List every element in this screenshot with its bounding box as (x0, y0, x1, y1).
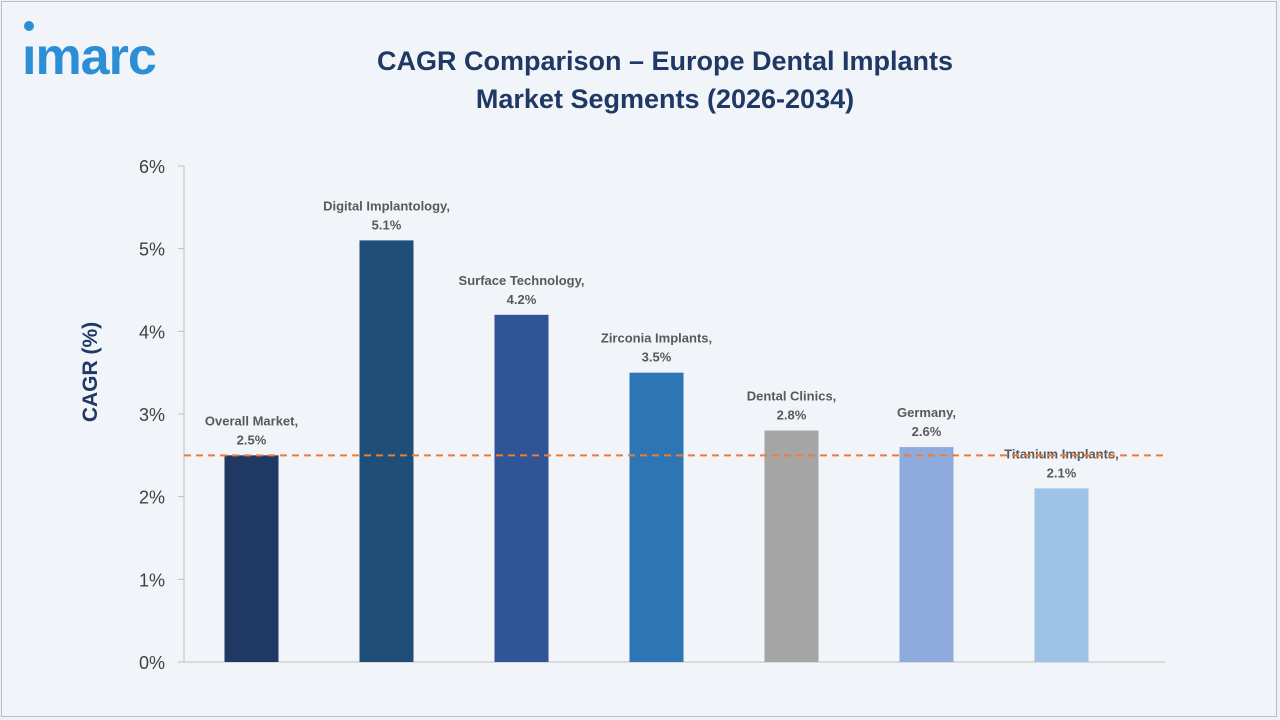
data-label-value: 3.5% (642, 350, 672, 365)
y-tick-label: 4% (139, 322, 165, 342)
y-tick-label: 0% (139, 653, 165, 673)
data-label-category: Digital Implantology, (323, 198, 450, 213)
data-label-value: 2.8% (777, 408, 807, 423)
bar-2 (359, 240, 414, 662)
data-label-category: Surface Technology, (459, 273, 585, 288)
bar-3 (494, 314, 549, 662)
data-label-category: Germany, (897, 405, 956, 420)
bar-4 (629, 372, 684, 662)
bar-1 (224, 455, 279, 662)
data-label-category: Dental Clinics, (747, 389, 837, 404)
data-label-value: 2.6% (912, 424, 942, 439)
data-label-category: Zirconia Implants, (601, 331, 712, 346)
data-label-value: 2.1% (1047, 465, 1077, 480)
y-tick-label: 3% (139, 405, 165, 425)
data-label-value: 4.2% (507, 292, 537, 307)
chart-title-line-1: CAGR Comparison – Europe Dental Implants (376, 46, 954, 76)
data-label-category: Titanium Implants, (1004, 446, 1119, 461)
y-axis-label: CAGR (%) (79, 322, 102, 422)
chart-title: CAGR Comparison – Europe Dental Implants… (340, 42, 990, 118)
bar-7 (1034, 488, 1089, 662)
data-label-value: 2.5% (237, 432, 267, 447)
y-tick-label: 2% (139, 488, 165, 508)
y-tick-label: 5% (139, 240, 165, 260)
data-label-category: Overall Market, (205, 413, 298, 428)
y-tick-label: 1% (139, 570, 165, 590)
bar-6 (899, 447, 954, 662)
svg-text:ımarc: ımarc (22, 28, 156, 86)
imarc-logo: ımarc (22, 21, 157, 86)
data-label-value: 5.1% (372, 217, 402, 232)
chart-title-line-2: Market Segments (2026-2034) (475, 84, 855, 114)
bar-5 (764, 430, 819, 662)
y-tick-label: 6% (139, 157, 165, 177)
